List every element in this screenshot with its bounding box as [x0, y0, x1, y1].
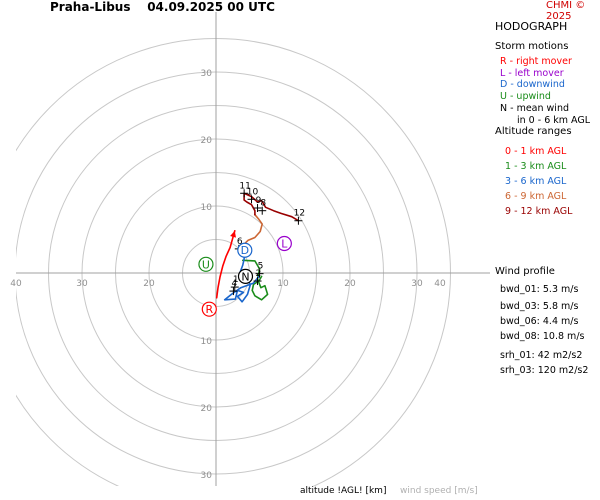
speed-ring-35	[16, 38, 451, 486]
storm-motion-item-1: L - left mover	[500, 67, 564, 79]
y-tick-label: 30	[201, 69, 213, 79]
height-mark-label: 2	[256, 269, 262, 279]
x-tick-label: 40	[434, 279, 446, 289]
x-tick-label: 20	[344, 279, 356, 289]
series-line-2	[223, 250, 260, 303]
storm-marker-r	[201, 301, 217, 317]
height-mark-label: 6	[237, 237, 243, 247]
panel-title: HODOGRAPH	[495, 20, 568, 33]
series-line-1	[242, 259, 269, 301]
storm-marker-label: L	[281, 238, 288, 251]
x-tick-label: 10	[277, 279, 289, 289]
height-mark-label: 8	[260, 199, 266, 209]
height-mark-label: 10	[247, 187, 259, 197]
storm-marker-l	[276, 235, 292, 252]
wind-profile-heading: Wind profile	[495, 266, 555, 277]
storm-motions-heading: Storm motions	[495, 41, 569, 52]
altitude-range-item-0: 0 - 1 km AGL	[505, 146, 567, 157]
altitude-footer-label: altitude !AGL! [km]	[300, 486, 387, 496]
height-mark-label: 1	[233, 275, 239, 285]
wind-profile-item-2: bwd_06: 4.4 m/s	[500, 316, 579, 327]
station-name: Praha-Libus	[50, 0, 131, 14]
height-mark-label: 9	[256, 196, 262, 206]
wind-speed-footer-label: wind speed [m/s]	[400, 486, 478, 496]
storm-marker-label: N	[241, 270, 249, 283]
series-arrowhead	[230, 230, 236, 238]
altitude-range-item-3: 6 - 9 km AGL	[505, 191, 567, 202]
wind-profile-item-1: bwd_03: 5.8 m/s	[500, 301, 579, 312]
x-tick-label: 30	[411, 279, 423, 289]
y-tick-label: 20	[201, 404, 213, 414]
height-mark-label: 5	[258, 262, 264, 272]
storm-marker-d	[237, 242, 253, 258]
y-tick-label: 30	[201, 471, 213, 481]
storm-motion-item-3: U - upwind	[500, 91, 551, 103]
altitude-range-item-1: 1 - 3 km AGL	[505, 161, 567, 172]
y-tick-label: 20	[201, 136, 213, 146]
tick-labels: 40 30 20 10 20 30 40 30 20 10 10 20 30	[10, 69, 446, 481]
y-tick-label: 10	[201, 203, 213, 213]
chart-title: Praha-Libus 04.09.2025 00 UTC	[50, 0, 275, 14]
altitude-range-item-4: 9 - 12 km AGL	[505, 206, 573, 217]
altitude-range-item-2: 3 - 6 km AGL	[505, 176, 567, 187]
altitude-ranges-heading: Altitude ranges	[495, 126, 572, 137]
storm-motion-item-4: N - mean wind	[500, 102, 569, 114]
height-mark-label: 11	[239, 181, 250, 191]
storm-marker-n	[237, 268, 254, 284]
hodograph-series	[215, 192, 300, 303]
axes	[16, 12, 490, 486]
storm-marker-label: U	[202, 258, 210, 271]
x-tick-label: 20	[143, 279, 155, 289]
storm-motion-item-2: D - downwind	[500, 79, 565, 91]
series-line-0	[215, 230, 236, 299]
wind-profile-item-4: srh_01: 42 m2/s2	[500, 350, 583, 361]
datetime-label: 04.09.2025 00 UTC	[147, 0, 275, 14]
x-tick-label: 40	[10, 279, 22, 289]
x-tick-label: 30	[76, 279, 88, 289]
storm-markers: R L D U N	[198, 235, 292, 317]
speed-rings	[16, 38, 451, 486]
storm-motion-item-5: in 0 - 6 km AGL	[517, 114, 591, 126]
height-mark-label: 12	[294, 209, 305, 219]
y-tick-label: 10	[201, 337, 213, 347]
wind-profile-item-3: bwd_08: 10.8 m/s	[500, 331, 585, 342]
height-mark-label: 4	[232, 279, 238, 289]
storm-marker-label: R	[205, 303, 213, 316]
storm-marker-u	[198, 256, 214, 272]
storm-marker-label: D	[241, 244, 249, 257]
storm-motion-item-0: R - right mover	[500, 56, 572, 67]
wind-profile-item-0: bwd_01: 5.3 m/s	[500, 284, 579, 295]
copyright-label: CHMI © 2025	[546, 0, 586, 22]
wind-profile-item-5: srh_03: 120 m2/s2	[500, 365, 589, 376]
